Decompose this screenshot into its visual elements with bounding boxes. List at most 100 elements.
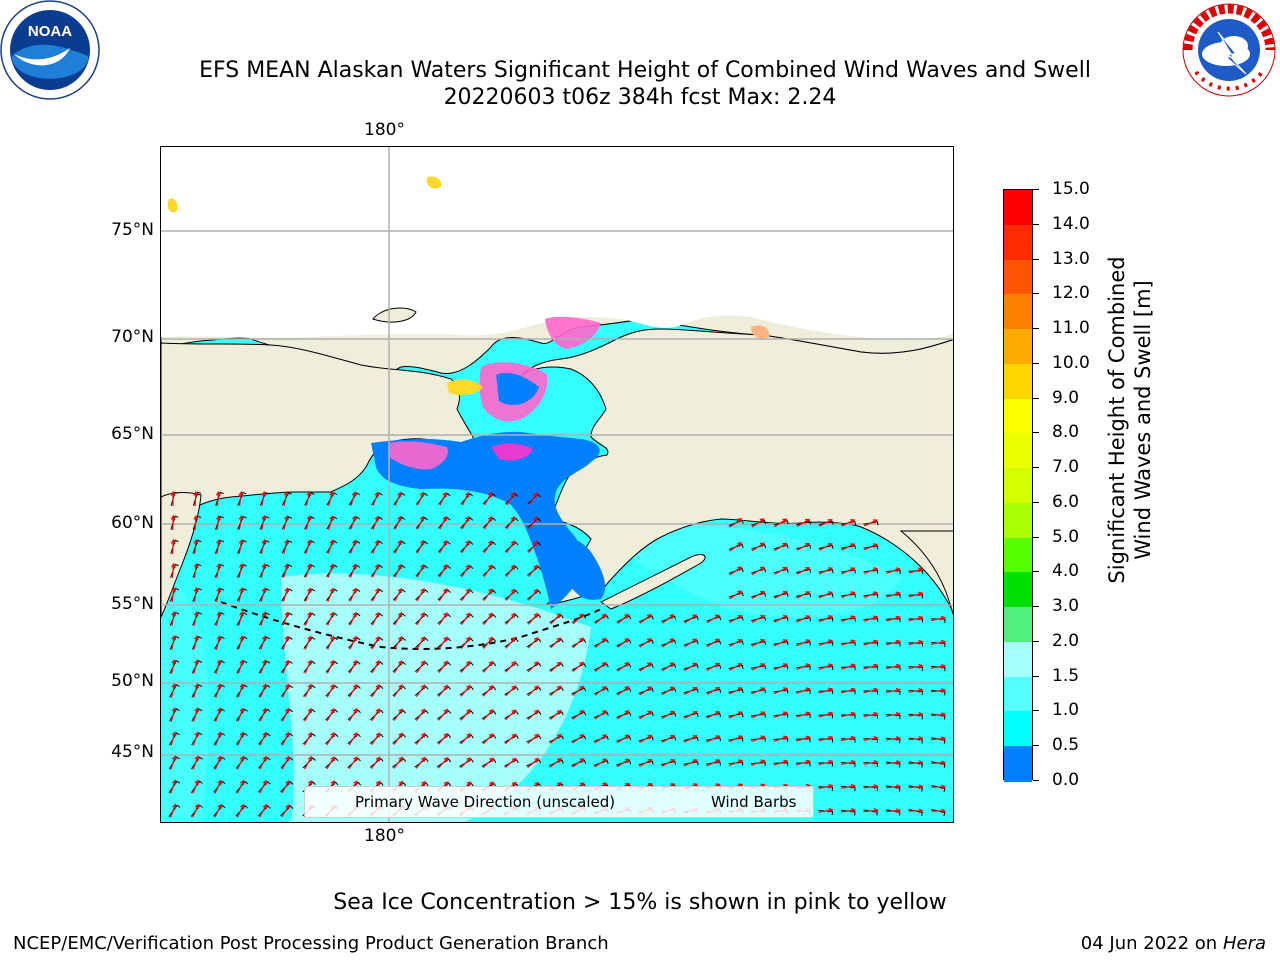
wave-direction-arrow: [259, 779, 267, 794]
wave-direction-arrow: [863, 711, 879, 718]
colorbar-segment: [1004, 468, 1032, 504]
southeast-alaska: [899, 530, 953, 616]
plot-title: EFS MEAN Alaskan Waters Significant Heig…: [199, 58, 1091, 83]
colorbar-tick-label: 1.5: [1052, 665, 1080, 686]
wave-direction-arrow: [773, 687, 789, 695]
wave-direction-arrow: [908, 784, 924, 790]
wave-direction-arrow: [416, 515, 425, 530]
sea-ice-patch: [545, 316, 601, 349]
wave-direction-arrow: [371, 635, 380, 650]
wave-direction-arrow: [394, 515, 402, 530]
wave-direction-arrow: [192, 755, 200, 770]
wave-direction-arrow: [282, 611, 289, 626]
wave-direction-arrow: [393, 756, 404, 769]
wave-direction-arrow: [260, 611, 267, 626]
wave-direction-arrow: [327, 611, 335, 626]
wave-direction-arrow: [304, 635, 312, 650]
colorbar-tick: [1033, 536, 1039, 538]
wave-direction-arrow: [237, 659, 244, 674]
colorbar-tick-label: 9.0: [1052, 387, 1080, 408]
wave-direction-arrow: [886, 736, 902, 741]
wave-direction-arrow: [394, 611, 402, 626]
wave-direction-arrow: [908, 663, 924, 669]
wave-direction-arrow: [483, 491, 493, 506]
map-panel: [160, 146, 954, 823]
wave-direction-arrow: [796, 518, 811, 528]
wind-barb: [213, 756, 226, 769]
wave-direction-arrow: [483, 564, 493, 578]
wave-direction-arrow: [371, 587, 380, 602]
wave-direction-arrow: [169, 803, 177, 818]
wave-direction-arrow: [439, 491, 447, 506]
wave-direction-arrow: [281, 803, 290, 818]
wave-direction-arrow: [261, 490, 267, 506]
wave-direction-arrow: [684, 662, 698, 672]
wave-direction-arrow: [371, 708, 380, 722]
sea-ice-patch: [389, 441, 448, 470]
lat-label-55: 55°N: [111, 594, 154, 614]
wave-direction-arrow: [260, 659, 267, 674]
colorbar-tick-label: 4.0: [1052, 561, 1080, 582]
wave-direction-arrow: [349, 635, 357, 650]
wave-direction-arrow: [349, 539, 357, 554]
wave-direction-arrow: [930, 736, 947, 742]
wave-direction-arrow: [549, 685, 562, 697]
wave-direction-arrow: [549, 757, 563, 768]
wave-direction-arrow: [283, 563, 289, 578]
colorbar-segment: [1004, 537, 1032, 573]
wave-direction-arrow: [594, 613, 607, 625]
wave-direction-arrow: [348, 756, 358, 770]
wave-direction-arrow: [282, 587, 289, 602]
wave-direction-arrow: [461, 515, 470, 530]
wave-direction-arrow: [684, 735, 698, 743]
wave-direction-arrow: [729, 518, 743, 528]
colorbar-tick-label: 1.0: [1052, 700, 1080, 721]
footer-date: 04 Jun 2022 on Hera: [1081, 933, 1266, 954]
wave-direction-arrow: [908, 712, 924, 717]
wind-barb: [170, 491, 179, 506]
wave-direction-arrow: [908, 567, 924, 574]
wave-direction-arrow: [171, 586, 176, 602]
wave-direction-arrow: [216, 562, 222, 579]
wind-barb: [170, 515, 179, 530]
wave-direction-arrow: [328, 491, 334, 506]
wave-direction-arrow: [237, 731, 245, 746]
wave-direction-arrow: [415, 684, 426, 698]
wave-direction-arrow: [416, 611, 425, 626]
wave-direction-arrow: [460, 733, 472, 745]
wave-direction-arrow: [572, 637, 584, 649]
wind-barb: [661, 615, 677, 623]
colorbar-title-line2: Wind Waves and Swell [m]: [1131, 280, 1155, 560]
wave-direction-arrow: [863, 639, 879, 646]
wave-direction-arrow: [661, 710, 676, 720]
wave-direction-arrow: [350, 515, 357, 530]
colorbar-tick-label: 6.0: [1052, 491, 1080, 512]
wave-direction-arrow: [550, 613, 562, 625]
wave-direction-arrow: [350, 491, 357, 506]
colorbar-segment: [1004, 363, 1032, 400]
colorbar-segment: [1004, 398, 1032, 434]
wave-direction-arrow: [662, 614, 675, 624]
wave-direction-arrow: [684, 686, 698, 696]
wave-direction-arrow: [348, 732, 358, 746]
wave-direction-arrow: [572, 661, 585, 673]
wave-direction-arrow: [439, 539, 447, 554]
colorbar-tick: [1033, 606, 1039, 608]
wave-direction-arrow: [371, 683, 380, 698]
wave-direction-arrow: [304, 611, 312, 626]
wave-direction-arrow: [348, 683, 358, 698]
wave-direction-arrow: [908, 615, 924, 622]
wave-direction-arrow: [863, 784, 879, 789]
wave-direction-arrow: [819, 519, 833, 527]
wave-direction-arrow: [238, 562, 244, 579]
wave-direction-arrow: [215, 610, 222, 626]
wave-direction-arrow: [616, 686, 630, 696]
wave-direction-arrow: [371, 732, 381, 746]
wave-direction-arrow: [751, 590, 766, 600]
wave-direction-arrow: [171, 610, 176, 626]
wave-direction-arrow: [886, 615, 901, 622]
wave-direction-arrow: [863, 760, 879, 765]
wave-direction-arrow: [237, 755, 245, 770]
wave-direction-arrow: [706, 711, 721, 719]
wave-direction-arrow: [930, 784, 947, 790]
